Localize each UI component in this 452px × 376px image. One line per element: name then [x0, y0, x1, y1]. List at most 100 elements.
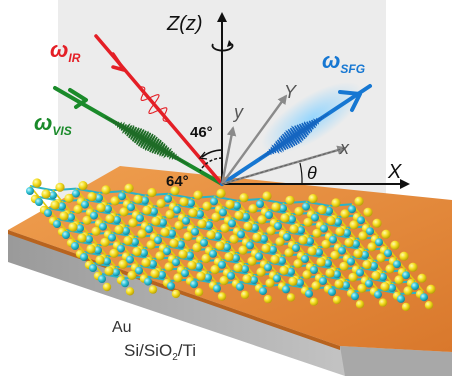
s-atom	[380, 282, 390, 292]
mo-atom	[319, 277, 327, 285]
s-atom	[179, 197, 189, 207]
mo-atom	[279, 204, 287, 213]
s-atom	[309, 297, 319, 306]
s-atom	[64, 193, 74, 203]
s-atom	[202, 201, 212, 211]
s-atom	[124, 183, 134, 193]
s-atom	[362, 260, 372, 270]
s-atom	[147, 187, 157, 198]
mo-atom	[236, 282, 244, 291]
mo-atom	[233, 201, 241, 210]
mo-atom	[348, 205, 356, 214]
s-atom	[325, 268, 335, 278]
s-atom	[376, 253, 386, 263]
y-axis-upper	[221, 94, 288, 185]
s-atom	[165, 209, 175, 220]
s-atom	[286, 293, 296, 302]
mo-atom	[334, 217, 342, 226]
mo-atom	[76, 224, 84, 233]
substrate-si-label: Si/SiO2/Ti	[124, 341, 196, 363]
s-atom	[332, 295, 342, 305]
mo-atom	[342, 281, 350, 290]
mo-atom	[141, 196, 149, 205]
s-atom	[194, 288, 204, 297]
mo-atom	[393, 260, 401, 269]
mo-atom	[397, 294, 405, 303]
s-atom	[188, 208, 198, 218]
s-atom	[234, 210, 244, 220]
mo-atom	[366, 227, 374, 236]
s-atom	[401, 302, 411, 312]
mo-atom	[67, 213, 75, 222]
s-atom	[171, 289, 181, 299]
mo-atom	[140, 248, 148, 257]
s-atom	[371, 271, 381, 281]
s-atom	[225, 199, 235, 209]
s-atom	[243, 221, 253, 231]
mo-atom	[338, 246, 346, 255]
mo-atom	[196, 210, 204, 219]
mo-atom	[311, 213, 319, 222]
s-atom	[160, 227, 170, 237]
mo-atom	[325, 206, 333, 215]
mo-atom	[99, 222, 107, 231]
s-atom	[308, 194, 318, 204]
mo-atom	[104, 204, 112, 213]
mos2-lattice	[26, 178, 436, 312]
s-atom	[285, 195, 295, 205]
s-atom	[206, 230, 216, 240]
s-atom	[242, 274, 252, 284]
mo-atom	[80, 253, 88, 261]
s-atom	[100, 237, 110, 247]
si-substrate-side	[340, 346, 452, 376]
mo-atom	[135, 266, 143, 275]
mo-atom	[265, 211, 273, 219]
s-atom	[256, 267, 266, 277]
mo-atom	[288, 215, 296, 224]
s-atom	[399, 251, 409, 261]
theta-label: θ	[307, 163, 317, 183]
y-axis-lower	[220, 126, 237, 185]
angle-46-label: 46°	[190, 124, 213, 141]
mo-atom	[251, 223, 259, 232]
mo-atom	[273, 274, 281, 283]
mo-atom	[256, 200, 264, 208]
s-atom	[55, 182, 65, 192]
s-atom	[363, 207, 373, 217]
angle-arc-46	[201, 149, 223, 158]
mo-atom	[411, 282, 419, 291]
s-atom	[271, 202, 281, 212]
s-atom	[426, 284, 436, 294]
mo-atom	[209, 249, 217, 258]
s-atom	[252, 232, 262, 242]
s-atom	[288, 276, 298, 286]
mo-atom	[213, 284, 221, 293]
s-atom	[132, 247, 142, 257]
mo-atom	[379, 272, 387, 281]
mo-atom	[44, 209, 52, 217]
s-atom	[141, 258, 151, 268]
mo-atom	[219, 208, 227, 217]
sfg-wave-packet	[258, 112, 329, 161]
s-atom	[262, 191, 272, 201]
vis-beam	[53, 86, 224, 186]
mo-atom	[223, 243, 231, 252]
mo-atom	[259, 287, 267, 296]
s-atom	[148, 285, 158, 294]
mo-atom	[159, 218, 167, 227]
s-atom	[137, 229, 147, 239]
rotation-arrow-icon	[211, 43, 234, 52]
s-atom	[339, 261, 349, 271]
mo-atom	[154, 236, 162, 245]
s-atom	[330, 250, 340, 260]
mo-atom	[384, 249, 392, 258]
mo-atom	[118, 192, 126, 201]
s-atom	[197, 219, 207, 229]
s-atom	[142, 205, 152, 215]
mo-atom	[200, 238, 208, 247]
mo-atom	[420, 293, 428, 302]
s-atom	[170, 186, 180, 196]
s-atom	[96, 203, 106, 213]
mo-atom	[26, 187, 34, 195]
mo-atom	[296, 278, 304, 287]
